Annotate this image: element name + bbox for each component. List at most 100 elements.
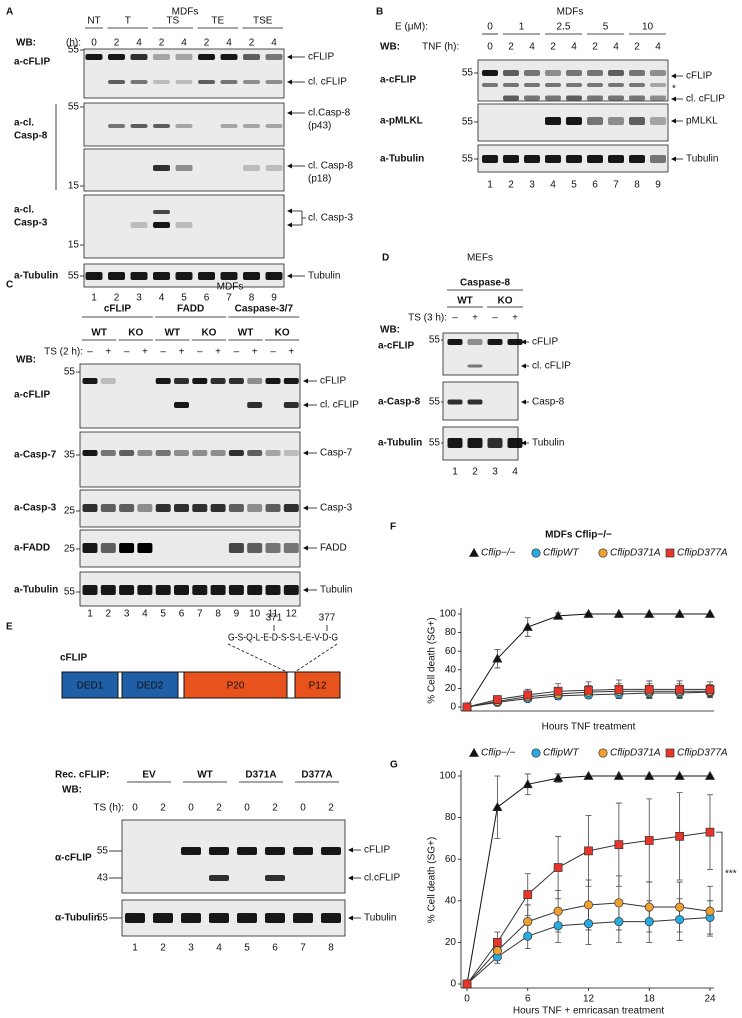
band — [108, 272, 125, 280]
panel-title: MEFs — [467, 253, 493, 264]
panel-letter: C — [6, 280, 13, 291]
band — [153, 210, 170, 214]
band — [265, 165, 283, 171]
band — [545, 155, 561, 163]
label: TS (2 h): — [44, 347, 83, 358]
band — [247, 585, 263, 595]
label: Rec. cFLIP: — [55, 770, 109, 781]
target-label: cl.cFLIP — [364, 873, 400, 884]
arrow-head — [303, 505, 308, 511]
lane-number: 8 — [249, 293, 255, 304]
band — [108, 54, 125, 60]
label: EV — [142, 770, 156, 781]
label: WT — [238, 328, 254, 339]
band — [243, 80, 260, 84]
arrow-head — [287, 79, 292, 85]
band — [265, 378, 281, 384]
annotation: *** — [725, 868, 737, 879]
point — [613, 608, 624, 618]
legend-label: CflipD377A — [677, 548, 728, 559]
size-marker: 55 — [68, 45, 80, 56]
point — [598, 548, 608, 558]
lane-number: 1 — [452, 467, 458, 478]
band — [650, 70, 666, 76]
label: 0 — [244, 803, 250, 814]
band — [587, 117, 603, 125]
label: – — [87, 347, 93, 358]
band — [293, 847, 313, 855]
band — [137, 585, 153, 595]
band — [220, 54, 238, 60]
label: 1 — [519, 22, 525, 33]
size-marker: 55 — [64, 367, 76, 378]
band — [100, 378, 116, 384]
target-label: Tubulin — [320, 585, 352, 596]
label: + — [105, 347, 111, 358]
band — [608, 117, 624, 125]
band — [192, 504, 208, 512]
target-label: cl. cFLIP — [532, 361, 571, 372]
arrow-head — [303, 450, 308, 456]
band — [545, 95, 561, 101]
antibody-label: a-Casp-7 — [14, 450, 57, 461]
band — [130, 54, 148, 60]
band — [482, 70, 498, 76]
blot — [477, 59, 669, 102]
lane-number: 4 — [512, 467, 518, 478]
arrow-head — [671, 96, 676, 102]
band — [243, 272, 260, 280]
label: WT — [91, 328, 107, 339]
band — [228, 585, 244, 595]
band — [293, 913, 313, 923]
x-tick-label: 6 — [525, 994, 531, 1005]
band — [608, 95, 624, 101]
lane-number: 5 — [181, 293, 187, 304]
band — [220, 272, 238, 280]
arrow-head — [287, 273, 292, 279]
label: FADD — [177, 304, 204, 315]
point — [522, 779, 533, 789]
legend-label: CflipD371A — [610, 548, 661, 559]
significance-bracket — [716, 831, 723, 912]
label: + — [512, 313, 518, 324]
band — [608, 155, 624, 163]
point — [704, 608, 716, 618]
band — [566, 155, 582, 163]
blot — [79, 363, 301, 429]
chart-title: MDFs Cflip−/− — [545, 530, 612, 541]
label: 4 — [136, 38, 142, 49]
point — [468, 747, 480, 757]
label: + — [288, 347, 294, 358]
band — [85, 54, 103, 60]
label: 4 — [529, 42, 535, 53]
label: 2 — [114, 38, 120, 49]
size-marker: 15 — [68, 181, 80, 192]
band — [566, 70, 582, 76]
band — [507, 339, 523, 345]
band — [108, 124, 125, 128]
point — [553, 772, 564, 782]
band — [467, 364, 483, 368]
band — [587, 83, 603, 87]
label: WT — [165, 328, 181, 339]
arrow-head — [287, 163, 292, 169]
band — [155, 585, 171, 595]
label: WB: — [62, 785, 82, 796]
point — [523, 931, 533, 941]
band — [153, 222, 170, 228]
legend-label: CflipWT — [543, 748, 579, 759]
band — [524, 95, 540, 101]
band — [228, 450, 244, 456]
label: + — [179, 347, 185, 358]
point — [644, 836, 654, 845]
lane-number: 3 — [136, 293, 142, 304]
antibody-label: a-cFLIP — [378, 341, 414, 352]
domain — [294, 671, 341, 699]
label: 2 — [592, 42, 598, 53]
label: TSE — [253, 16, 273, 27]
label: DED1 — [77, 681, 104, 692]
antibody-label: a-Casp-8 — [378, 397, 421, 408]
band — [283, 378, 299, 384]
point — [674, 770, 685, 780]
